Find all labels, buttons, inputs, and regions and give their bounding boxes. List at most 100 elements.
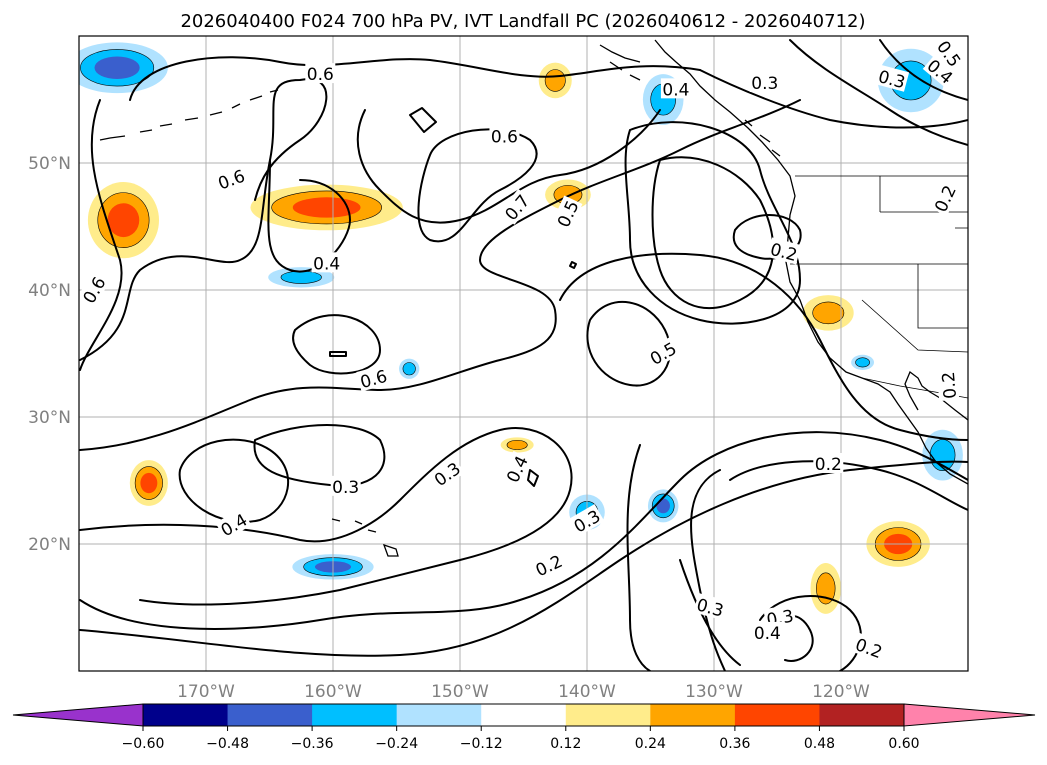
colorbar-tick-label: −0.12 (460, 736, 503, 752)
contour-label-bg (500, 450, 532, 487)
contour-label-bg (215, 507, 252, 541)
coastline-north-america (654, 39, 968, 485)
contour-line (79, 460, 968, 657)
contour-label-text: 0.6 (491, 127, 518, 147)
contour-label-bg (928, 180, 960, 216)
positive-pc-patch (810, 563, 841, 614)
contour-label: 0.4 (660, 78, 691, 100)
contour-label-text: 0.3 (751, 74, 778, 94)
positive-pc-patch (802, 295, 854, 331)
us-canada-border (790, 175, 968, 353)
contour-label: 0.3 (330, 475, 361, 498)
colorbar-frame (142, 703, 905, 727)
pc-shade-level (544, 69, 566, 92)
lon-tick-label: 150°W (431, 682, 489, 702)
lon-tick-label: 120°W (812, 682, 870, 702)
contour-label-bg (330, 475, 361, 496)
contour-label-bg (767, 237, 802, 265)
contour-label: 0.3 (749, 71, 780, 94)
pc-shade-level (812, 301, 845, 325)
colorbar-segment (819, 704, 905, 726)
pc-shade-level (292, 197, 361, 218)
colorbar-segment (312, 704, 398, 726)
contour-line (690, 469, 726, 671)
contour-label-bg (874, 64, 910, 92)
contour-label-text: 0.4 (662, 80, 689, 100)
contour-label-bg (813, 452, 844, 473)
contour-label-text: 0.2 (939, 371, 961, 400)
negative-pc-patch (851, 354, 875, 371)
longitude-tick-labels: 170°W 160°W 150°W 140°W 130°W 120°W (177, 682, 870, 702)
contour-label: 0.4 (311, 252, 342, 274)
contour-line (356, 109, 661, 224)
contour-line (129, 56, 701, 101)
contour-label: 0.3 (874, 64, 910, 93)
colorbar: −0.60 −0.48 −0.36 −0.24 −0.12 0.12 0.24 0.36 0.4… (12, 703, 1036, 752)
contour-label-bg (213, 164, 249, 194)
colorbar-tick-label: −0.60 (122, 736, 165, 752)
contour-line (569, 261, 577, 269)
lon-tick-label: 160°W (304, 682, 362, 702)
contour-line (79, 427, 573, 606)
contour-label-bg (428, 456, 465, 491)
colorbar-segment (734, 704, 820, 726)
lon-tick-label: 130°W (685, 682, 743, 702)
lat-tick-label: 30°N (28, 408, 71, 428)
contour-label-text: 0.6 (307, 65, 334, 85)
coastline-baja-gulf (904, 370, 968, 421)
contour-label-bg (551, 195, 583, 232)
colorbar-tick-label: −0.24 (375, 736, 418, 752)
positive-pc-patch (250, 184, 403, 231)
contour-label-text: 0.3 (332, 478, 359, 498)
pc-shade-level (140, 472, 158, 494)
contour-line (329, 351, 347, 357)
colorbar-tick-label: 0.24 (635, 736, 666, 752)
colorbar-tick-label: −0.36 (291, 736, 334, 752)
contour-label: 0.4 (752, 621, 783, 644)
contour-line (79, 99, 123, 371)
contour-label-bg (356, 364, 391, 392)
contour-label-text: 0.4 (313, 254, 340, 274)
pc-shade-level (855, 357, 870, 368)
contour-label-bg (311, 252, 342, 273)
contour-label-bg (932, 36, 967, 72)
contour-label-bg (936, 369, 960, 402)
pc-shade-level (94, 56, 140, 80)
negative-pc-patch (647, 489, 679, 523)
contour-label-text: 0.2 (815, 455, 842, 475)
contour-label: 0.2 (813, 452, 844, 475)
lon-tick-label: 170°W (177, 682, 235, 702)
positive-pc-patch (500, 437, 534, 453)
colorbar-segment (650, 704, 736, 726)
colorbar-tick-label: 0.48 (804, 736, 835, 752)
contour-line (559, 252, 968, 441)
contour-line (789, 39, 968, 146)
contour-line (79, 99, 801, 451)
colorbar-extend-min (12, 703, 144, 727)
lat-tick-label: 20°N (28, 535, 71, 555)
colorbar-extend-max (903, 703, 1036, 727)
contour-label: 0.6 (356, 364, 391, 393)
hawaii-islands (331, 518, 399, 557)
coastline-alaska-islands (99, 44, 781, 157)
map-frame (78, 35, 969, 672)
contour-line (626, 444, 651, 671)
map-plot-area: 0.60.4 0.3 0.3 0.40.50.60.60.20.7 0.50.20.40… (79, 36, 968, 671)
contour-line (624, 121, 801, 325)
contour-labels: 0.60.4 0.3 0.3 0.40.50.60.60.20.7 0.50.20.40… (79, 36, 967, 663)
positive-pc-patch (538, 62, 572, 99)
contour-line (699, 69, 968, 129)
lon-tick-label: 140°W (558, 682, 616, 702)
contour-line (409, 107, 437, 133)
contour-line (178, 438, 289, 523)
pc-shade-level (506, 439, 528, 450)
positive-pc-patch (87, 182, 160, 259)
contour-label-bg (851, 632, 887, 662)
contour-label-bg (568, 504, 605, 537)
colorbar-tick-label: 0.36 (719, 736, 750, 752)
contour-label-bg (530, 549, 567, 581)
lat-tick-label: 40°N (28, 281, 71, 301)
contour-line (586, 301, 671, 387)
chart-title: 2026040400 F024 700 hPa PV, IVT Landfall… (180, 11, 865, 32)
